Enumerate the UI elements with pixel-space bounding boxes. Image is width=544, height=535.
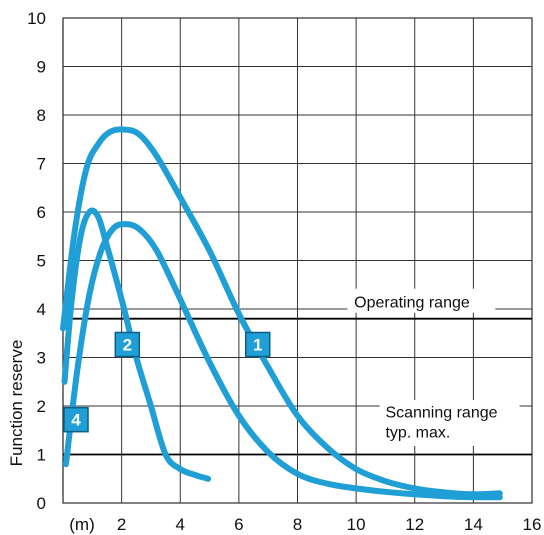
x-tick-label: 4: [176, 515, 185, 534]
y-tick-label: 4: [37, 300, 46, 319]
y-tick-label: 0: [37, 494, 46, 513]
series-badge-2: 2: [123, 336, 132, 355]
y-tick-label: 5: [37, 252, 46, 271]
x-tick-label: 12: [405, 515, 424, 534]
x-tick-label: 8: [293, 515, 302, 534]
series-badge-box-2: [115, 332, 140, 357]
series-badge-border-4: [63, 406, 89, 433]
y-tick-label: 9: [37, 58, 46, 77]
y-tick-label: 3: [37, 349, 46, 368]
y-tick-label: 2: [37, 397, 46, 416]
y-tick-label: 8: [37, 106, 46, 125]
series-line-1: [60, 126, 503, 498]
x-tick-label: 10: [347, 515, 366, 534]
reference-lines: Operating range Scanning range typ. max.: [63, 288, 532, 456]
x-unit-label: (m): [69, 515, 94, 534]
series-badge-border-2: [114, 331, 141, 358]
series-layer: [60, 126, 503, 501]
y-tick-label: 10: [27, 9, 46, 28]
x-tick-label: 14: [464, 515, 483, 534]
x-tick-label: 16: [523, 515, 542, 534]
operating-range-label: Operating range: [354, 295, 470, 312]
series-badge-4: 4: [71, 411, 81, 430]
y-tick-label: 7: [37, 155, 46, 174]
scanning-range-label: Scanning range: [385, 405, 497, 422]
scanning-label-bg: [379, 400, 520, 446]
y-tick-label: 1: [37, 446, 46, 465]
series-badge-1: 1: [253, 336, 262, 355]
series-line-2: [62, 221, 503, 501]
x-tick-label: 6: [234, 515, 243, 534]
series-line-4: [61, 207, 212, 482]
operating-label-bg: [347, 288, 496, 313]
series-badge-box-4: [64, 407, 88, 432]
y-axis-label: Function reserve: [7, 340, 26, 467]
scanning-range-label-2: typ. max.: [385, 425, 450, 442]
y-tick-label: 6: [37, 203, 46, 222]
x-tick-label: 2: [117, 515, 126, 534]
series-badge-box-1: [245, 332, 270, 357]
series-badge-border-1: [244, 331, 271, 358]
series-badges: 1 2 4: [63, 331, 271, 433]
